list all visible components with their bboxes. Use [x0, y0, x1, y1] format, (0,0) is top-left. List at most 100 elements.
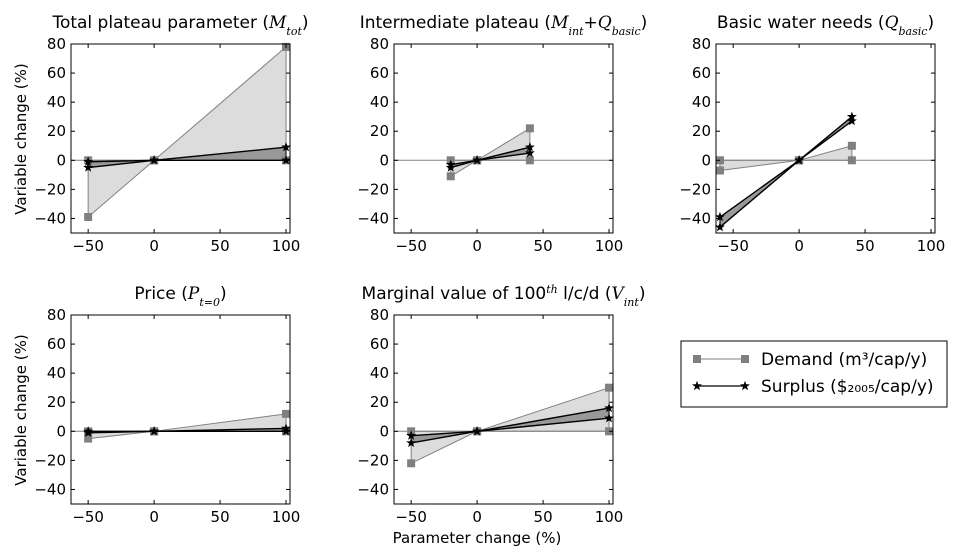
y-tick-label: 80 [47, 306, 66, 324]
y-tick-label: 40 [47, 364, 66, 382]
demand-point [446, 172, 455, 181]
demand-point [605, 383, 614, 392]
surplus-point [445, 162, 456, 172]
y-tick-label: −40 [34, 480, 66, 498]
x-tick-label: 50 [211, 508, 230, 526]
y-tick-label: −40 [679, 209, 711, 227]
y-tick-label: 20 [692, 122, 711, 140]
legend: Demand (m³/cap/y) Surplus ($₂₀₀₅/cap/y) [680, 340, 948, 408]
surplus-point [472, 155, 483, 165]
x-axis-label: Parameter change (%) [393, 529, 562, 547]
surplus-point [524, 142, 535, 152]
x-tick-label: 100 [595, 508, 624, 526]
x-tick-label: −50 [717, 237, 749, 255]
x-tick-label: 100 [272, 508, 301, 526]
plot-frame [70, 314, 291, 505]
demand-point [84, 213, 93, 222]
plot-frame [715, 43, 936, 234]
y-tick-label: 40 [370, 364, 389, 382]
x-tick-label: 50 [534, 237, 553, 255]
band-demand [88, 413, 287, 439]
surplus-point [149, 155, 160, 165]
surplus-point [715, 221, 725, 232]
y-tick-label: 20 [370, 393, 389, 411]
surplus-point [83, 156, 94, 166]
y-tick-label: −40 [357, 209, 389, 227]
legend-surplus-stars [692, 380, 750, 391]
panel-title: Marginal value of 100th l/c/d (Vint) [362, 283, 646, 309]
legend-demand-square-left [693, 355, 701, 363]
surplus-point [83, 162, 94, 172]
y-tick-label: 40 [370, 93, 389, 111]
surplus-point [715, 211, 725, 222]
surplus-point [472, 426, 483, 436]
y-axis-label-bottom: Variable change (%) [12, 334, 30, 485]
surplus-point [794, 155, 805, 165]
legend-surplus-label: Surplus ($₂₀₀₅/cap/y) [761, 377, 934, 397]
legend-star [692, 380, 702, 391]
x-tick-label: 100 [595, 237, 624, 255]
surplus-point [604, 402, 614, 413]
legend-entry-surplus: Surplus ($₂₀₀₅/cap/y) [692, 377, 934, 397]
x-tick-label: −50 [395, 508, 427, 526]
plot-frame [393, 314, 614, 505]
y-tick-label: 0 [56, 422, 66, 440]
y-tick-label: 60 [47, 335, 66, 353]
y-tick-label: −20 [34, 451, 66, 469]
y-tick-label: 80 [47, 35, 66, 53]
demand-point [525, 124, 534, 133]
y-tick-label: 60 [47, 64, 66, 82]
y-tick-label: −40 [34, 209, 66, 227]
legend-demand-label: Demand (m³/cap/y) [761, 350, 927, 370]
x-tick-label: 50 [211, 237, 230, 255]
y-tick-label: 60 [692, 64, 711, 82]
y-tick-label: 60 [370, 64, 389, 82]
legend-star [740, 380, 750, 391]
x-tick-label: 0 [149, 237, 159, 255]
y-tick-label: 20 [47, 393, 66, 411]
demand-point [847, 141, 856, 150]
band-demand [719, 145, 852, 171]
x-tick-label: 50 [534, 508, 553, 526]
x-tick-label: 0 [794, 237, 804, 255]
x-tick-label: 0 [472, 508, 482, 526]
y-tick-label: 40 [692, 93, 711, 111]
plot-frame [70, 43, 291, 234]
demand-point [282, 409, 291, 418]
x-tick-label: −50 [72, 237, 104, 255]
legend-box [680, 340, 948, 408]
y-tick-label: −20 [357, 451, 389, 469]
surplus-point [406, 437, 417, 448]
surplus-point [149, 426, 160, 436]
panel-3: −50 0 50 100 −40 −20 0 20 40 60 80 Basic water need… [679, 13, 945, 255]
demand-point [84, 434, 93, 443]
panel-title: Total plateau parameter (Mtot) [51, 13, 308, 38]
surplus-point [281, 142, 291, 152]
panel-title: Price (Pt=0) [134, 284, 226, 309]
y-tick-label: −20 [34, 180, 66, 198]
y-tick-label: 40 [47, 93, 66, 111]
panel-4: −50 0 50 100 −40 −20 0 20 40 60 80 Price (Pt=0) [34, 284, 300, 526]
surplus-point [524, 147, 535, 158]
y-axis-label-top: Variable change (%) [12, 63, 30, 214]
demand-point [407, 459, 416, 468]
y-tick-label: 0 [701, 151, 711, 169]
surplus-line-lower [719, 120, 853, 228]
x-tick-label: −50 [395, 237, 427, 255]
x-tick-label: 0 [149, 508, 159, 526]
plot-frame [393, 43, 614, 234]
surplus-point [83, 427, 94, 437]
y-tick-label: 80 [370, 35, 389, 53]
y-tick-label: 80 [370, 306, 389, 324]
x-tick-label: 50 [856, 237, 875, 255]
demand-point [847, 156, 856, 165]
y-tick-label: 80 [692, 35, 711, 53]
x-tick-label: 100 [917, 237, 946, 255]
x-tick-label: −50 [72, 508, 104, 526]
y-tick-label: 20 [370, 122, 389, 140]
y-tick-label: 0 [379, 422, 389, 440]
surplus-point [846, 115, 857, 126]
surplus-point [604, 413, 614, 423]
